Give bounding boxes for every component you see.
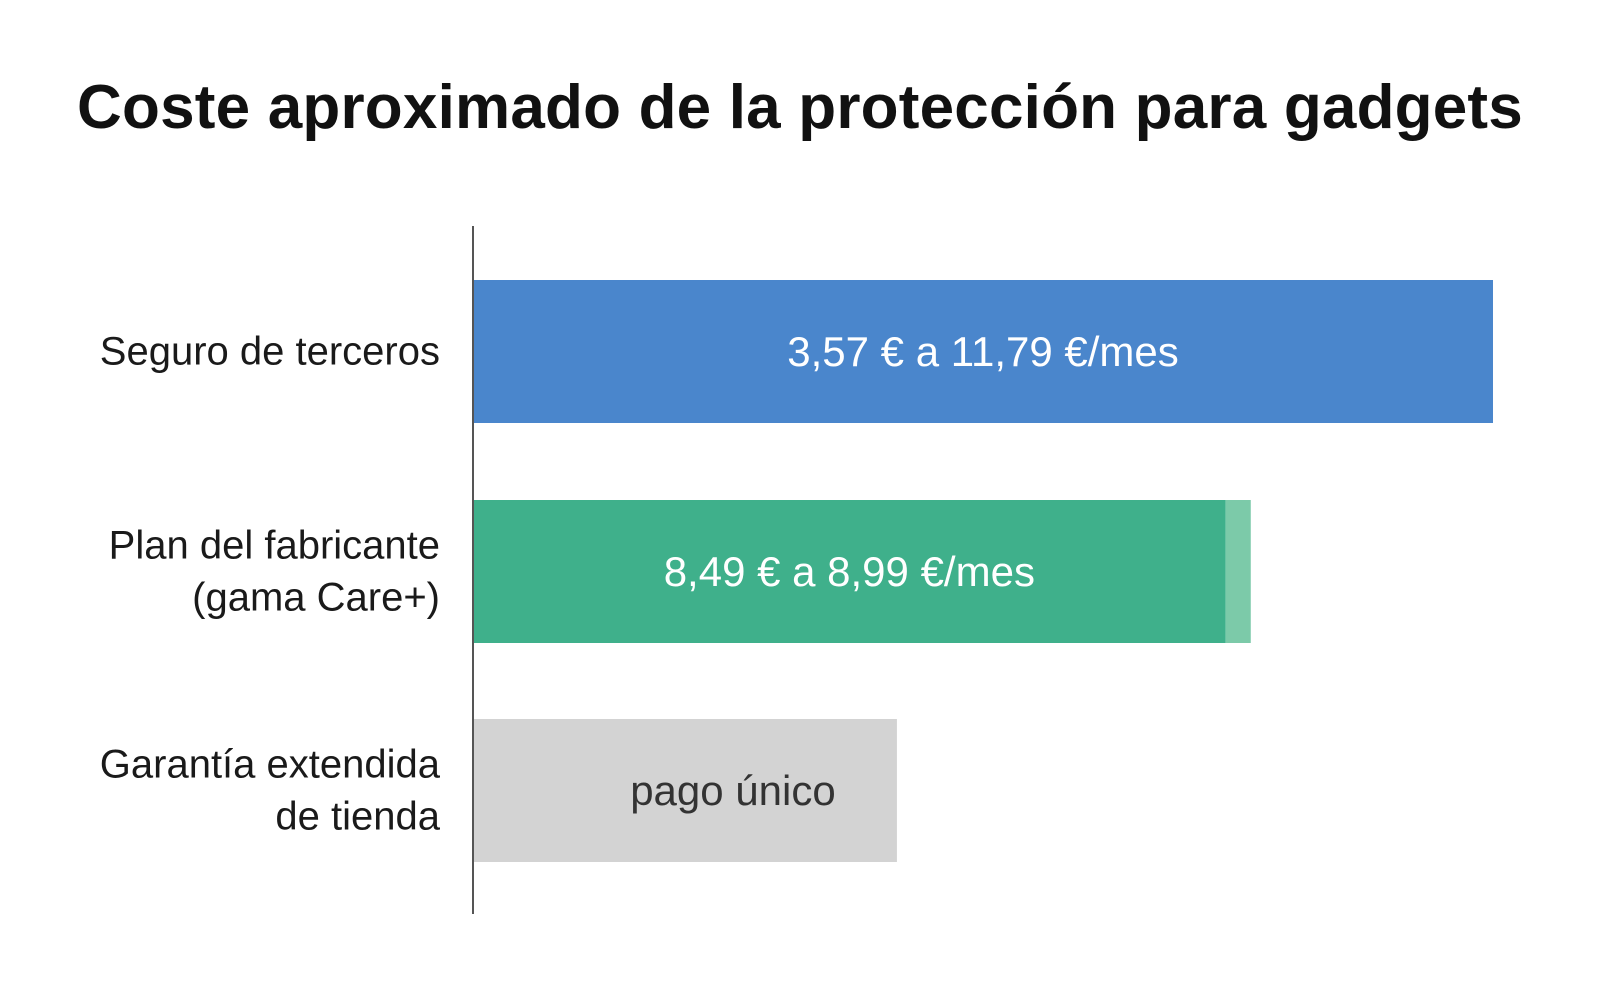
bar-2-range-segment bbox=[1225, 500, 1251, 643]
category-label-3-line-1: Garantía extendida bbox=[100, 743, 441, 787]
bar-2-value-label: 8,49 € a 8,99 €/mes bbox=[664, 548, 1035, 595]
category-label-3-line-2: de tienda bbox=[275, 795, 440, 839]
category-label-2-line-1: Plan del fabricante bbox=[109, 524, 440, 568]
bar-2 bbox=[473, 500, 1226, 643]
bar-3-value-label: pago único bbox=[630, 767, 836, 814]
chart-title: Coste aproximado de la protección para g… bbox=[77, 73, 1523, 142]
bar-3 bbox=[473, 719, 897, 862]
category-label-1-line-1: Seguro de terceros bbox=[100, 330, 440, 374]
bar-1 bbox=[473, 280, 1493, 423]
category-label-2-line-2: (gama Care+) bbox=[192, 576, 440, 620]
bar-1-value-label: 3,57 € a 11,79 €/mes bbox=[787, 328, 1179, 375]
